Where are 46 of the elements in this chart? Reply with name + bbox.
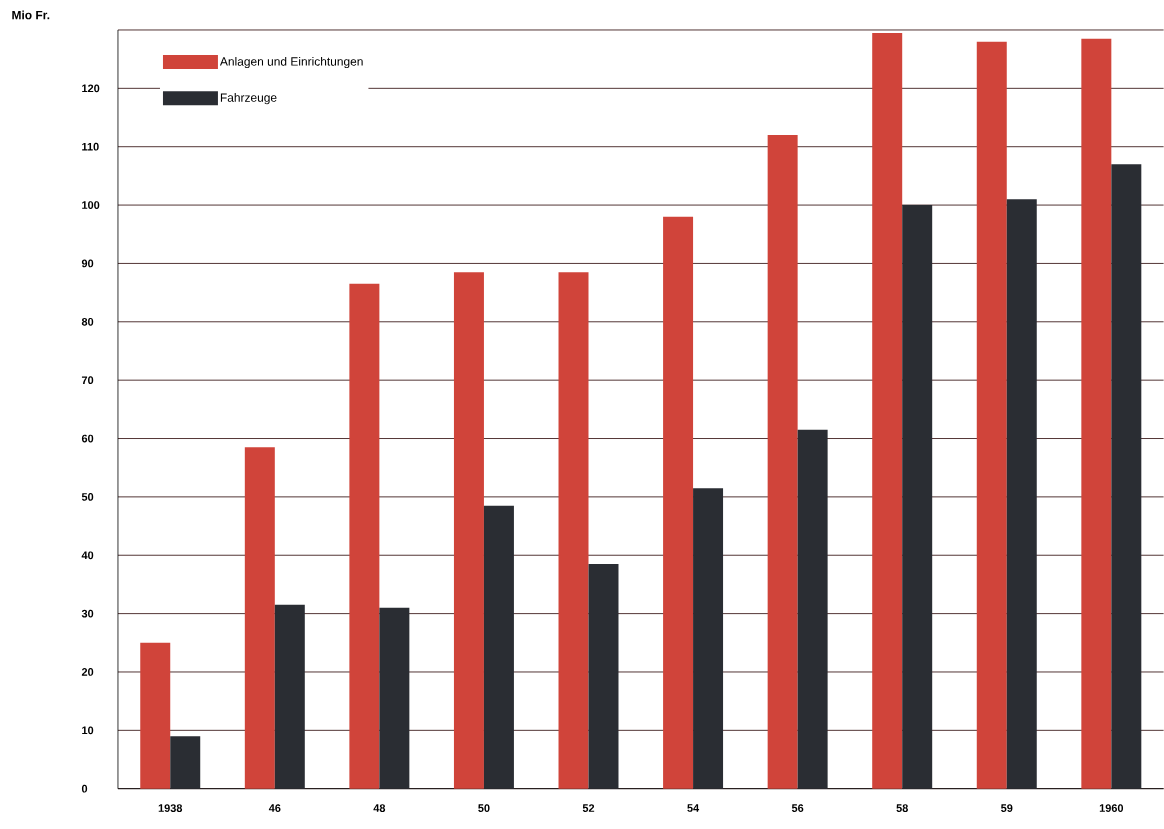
legend-label: Anlagen und Einrichtungen (219, 57, 363, 69)
y-tick-label: 50 (81, 493, 94, 501)
bar (453, 272, 484, 789)
x-tick-label: 1960 (1099, 804, 1124, 813)
bar (274, 605, 305, 789)
bar (767, 135, 798, 789)
y-tick-label: 60 (81, 434, 94, 443)
bar (1006, 199, 1037, 789)
bar (349, 284, 380, 789)
bar (379, 607, 410, 789)
y-tick-label: 120 (82, 84, 100, 93)
x-tick-label: 50 (478, 804, 490, 813)
y-tick-label: 110 (82, 143, 99, 151)
x-tick-label: 48 (373, 804, 386, 813)
y-tick-label: 0 (81, 784, 88, 793)
bar (483, 505, 514, 789)
y-tick-label: 100 (82, 201, 100, 210)
bar (140, 642, 171, 789)
y-tick-label: 40 (81, 551, 94, 560)
y-axis-title: Mio Fr. (12, 10, 50, 20)
bar (902, 205, 933, 789)
bar (976, 41, 1007, 789)
bar (170, 736, 201, 789)
bar (693, 488, 724, 789)
y-tick-label: 20 (81, 668, 94, 677)
bar (588, 564, 619, 789)
bar (1111, 164, 1142, 789)
y-tick-label: 90 (81, 259, 94, 268)
bar (1081, 38, 1112, 789)
x-tick-label: 52 (582, 804, 595, 813)
y-tick-label: 80 (81, 318, 94, 326)
x-tick-label: 54 (687, 804, 700, 813)
x-tick-label: 1938 (158, 804, 183, 813)
x-tick-label: 59 (1001, 804, 1013, 813)
bar (797, 429, 828, 789)
bar (558, 272, 589, 789)
x-tick-label: 58 (896, 804, 908, 813)
bar (244, 447, 275, 789)
bar (872, 33, 903, 789)
x-tick-label: 56 (791, 804, 804, 813)
x-tick-label: 46 (268, 804, 281, 813)
y-tick-label: 70 (81, 376, 94, 385)
legend-label: Fahrzeuge (220, 93, 277, 105)
y-tick-label: 30 (81, 609, 94, 618)
bar (663, 216, 694, 789)
y-tick-label: 10 (82, 726, 94, 735)
